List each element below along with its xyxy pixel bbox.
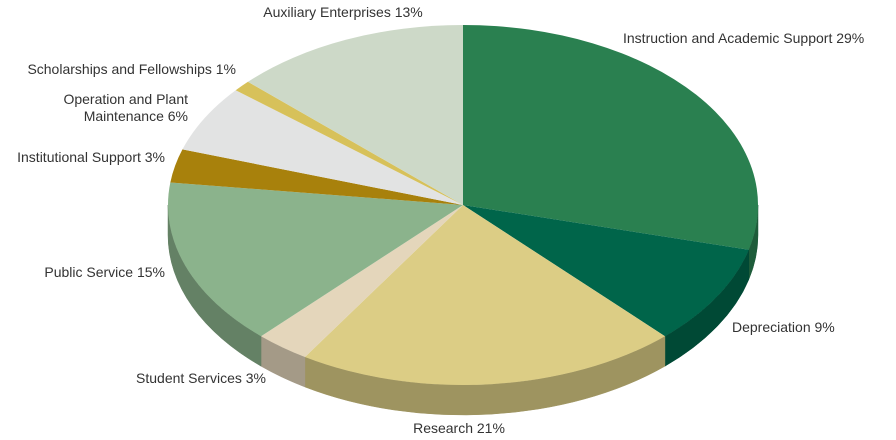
slice — [463, 205, 749, 337]
slice-label: Auxiliary Enterprises 13% — [263, 4, 423, 21]
slice-name: Student Services — [136, 370, 242, 386]
slice-value: 15% — [136, 264, 165, 280]
slice-label: Scholarships and Fellowships 1% — [27, 61, 236, 78]
slice-name: Scholarships and Fellowships — [27, 61, 212, 77]
slice — [167, 182, 463, 337]
slice-label: Public Service 15% — [44, 264, 165, 281]
slice-label: Instruction and Academic Support 29% — [623, 30, 864, 47]
slice-name: Auxiliary Enterprises — [263, 4, 391, 20]
slice-value: 1% — [215, 61, 236, 77]
slice-name: Institutional Support — [17, 149, 141, 165]
slice — [247, 25, 463, 205]
slice-value: 3% — [144, 149, 165, 165]
slice — [235, 81, 463, 205]
slice — [170, 149, 463, 205]
slice-value: 3% — [245, 370, 266, 386]
slice — [182, 90, 463, 205]
slice-name: Instruction and Academic Support — [623, 30, 833, 46]
slice-value: 9% — [814, 319, 835, 335]
slice-label: Operation and Plant Maintenance 6% — [38, 91, 188, 125]
slice-value: 21% — [476, 420, 505, 436]
slice-name: Depreciation — [732, 319, 811, 335]
slice — [463, 25, 758, 250]
slice-label: Research 21% — [413, 420, 505, 437]
slice — [261, 205, 463, 357]
slice-value: 6% — [167, 108, 188, 124]
slice-name: Public Service — [44, 264, 134, 280]
slice — [304, 205, 665, 386]
slice-label: Institutional Support 3% — [17, 149, 165, 166]
slice-label: Student Services 3% — [136, 370, 266, 387]
slice-label: Depreciation 9% — [732, 319, 835, 336]
slice-value: 13% — [394, 4, 423, 20]
slice-name: Research — [413, 420, 473, 436]
slice-value: 29% — [836, 30, 865, 46]
slice-name: Operation and Plant Maintenance — [63, 91, 188, 124]
